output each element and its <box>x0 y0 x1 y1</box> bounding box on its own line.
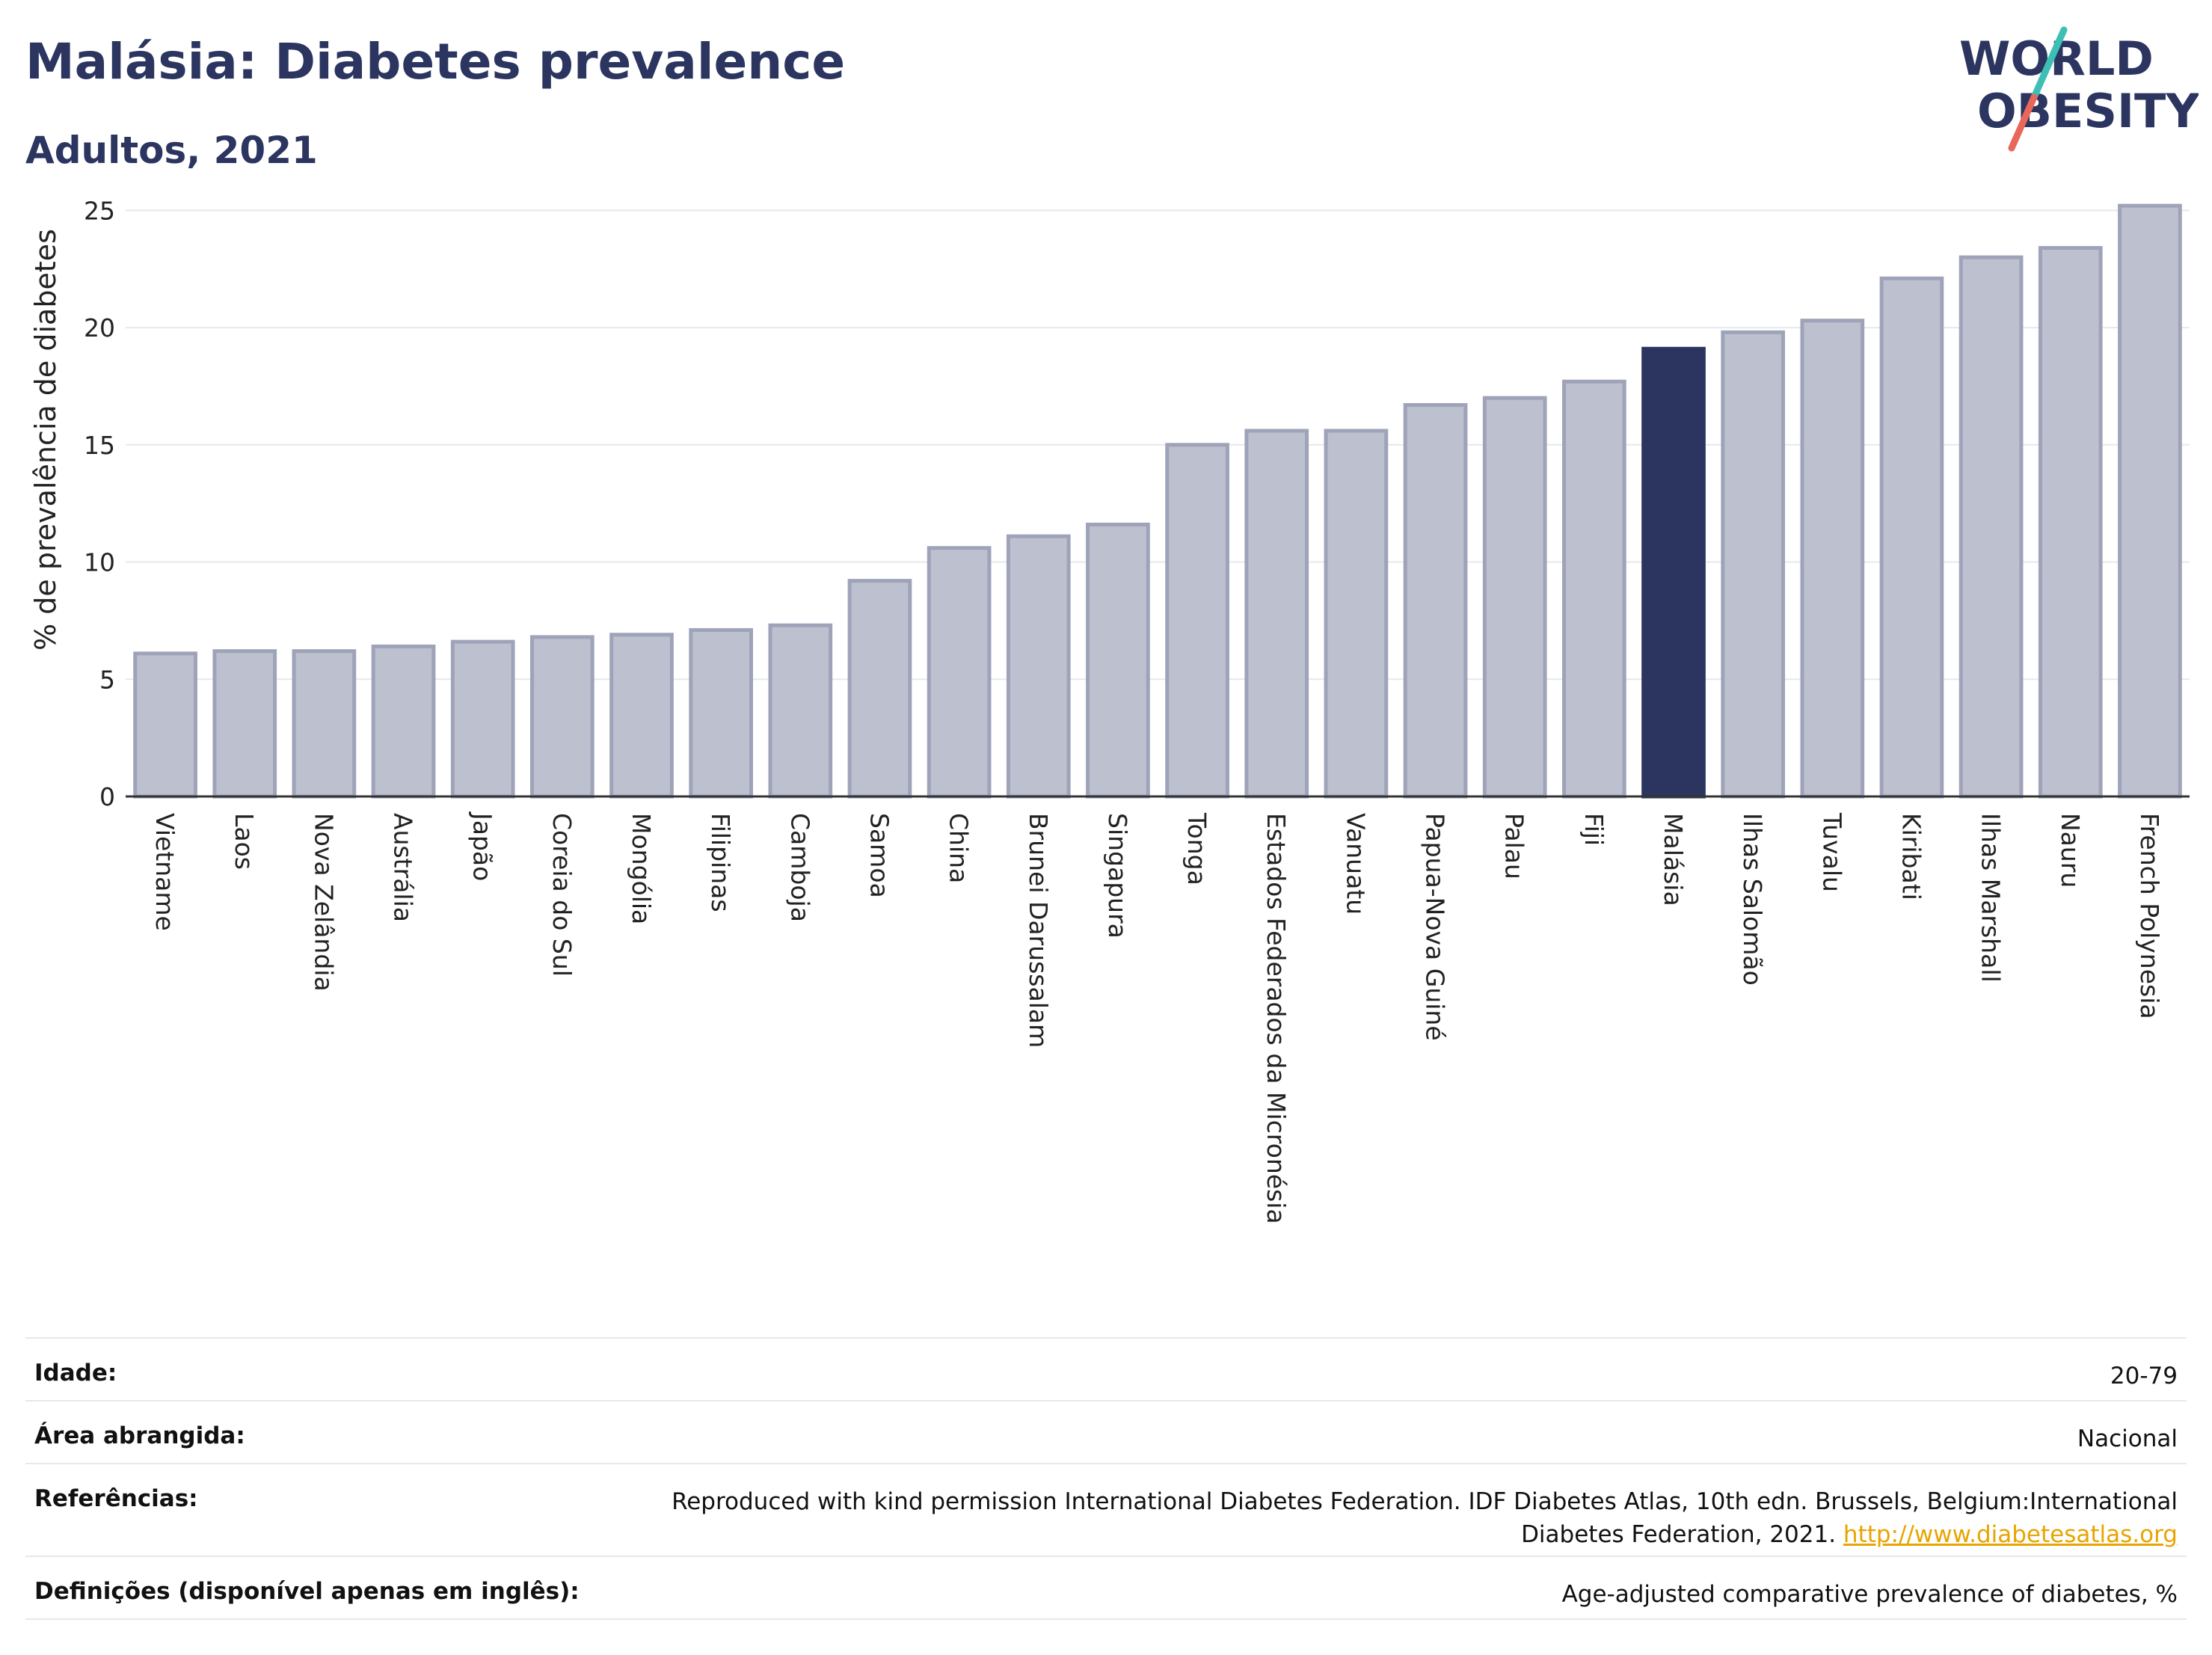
bar-vanuatu <box>1324 429 1389 799</box>
y-tick-label: 5 <box>99 665 115 694</box>
x-tick-label: Kiribati <box>1896 813 1926 900</box>
metadata-value-text: Nacional <box>2077 1425 2178 1452</box>
bar-brunei-darussalam <box>1006 534 1071 799</box>
bar-china <box>927 546 992 799</box>
bar-ilhas-salom-o <box>1721 330 1785 799</box>
metadata-bottom-border <box>25 1618 2187 1620</box>
chart-subtitle: Adultos, 2021 <box>25 129 318 172</box>
x-tick-label: French Polynesia <box>2135 813 2164 1019</box>
metadata-row: Referências: Reproduced with kind permiss… <box>25 1463 2187 1556</box>
metadata-key: Definições (disponível apenas em inglês)… <box>34 1578 580 1605</box>
bar-vietname <box>133 651 197 799</box>
bar-nauru <box>2038 246 2103 799</box>
bar-samoa <box>847 579 912 799</box>
metadata-value-text: 20-79 <box>2110 1363 2178 1390</box>
bar-filipinas <box>689 627 753 799</box>
y-tick-label: 25 <box>84 196 115 225</box>
x-tick-label: Singapura <box>1103 813 1132 939</box>
x-tick-label: Filipinas <box>706 813 735 912</box>
bar-fiji <box>1562 379 1626 799</box>
bar-mal-sia <box>1641 346 1706 799</box>
bar-camboja <box>768 623 833 799</box>
world-obesity-logo: WORLD OBESITY <box>1959 26 2199 152</box>
y-axis-label: % de prevalência de diabetes <box>29 229 62 651</box>
metadata-value: Reproduced with kind permission Internat… <box>645 1485 2178 1551</box>
metadata-table: Idade: 20-79 Área abrangida: Nacional Referê… <box>25 1337 2187 1620</box>
chart-title: Malásia: Diabetes prevalence <box>25 33 846 90</box>
bar-singapura <box>1086 522 1150 799</box>
y-axis-ticks: 0 5 10 15 20 25 <box>84 196 115 811</box>
bar-palau <box>1482 396 1547 799</box>
bar-jap-o <box>450 639 515 799</box>
x-tick-label: Ilhas Salomão <box>1738 813 1767 986</box>
x-axis-labels: Vietname Laos Nova Zelândia Austrália Japão C… <box>150 811 2164 1224</box>
bar-austr-lia <box>371 644 436 799</box>
x-tick-label: Nauru <box>2056 813 2085 888</box>
x-tick-label: Vietname <box>150 813 179 931</box>
y-tick-label: 15 <box>84 431 115 460</box>
bar-tuvalu <box>1800 319 1865 799</box>
x-tick-label: Malásia <box>1659 813 1688 906</box>
logo-accent-red <box>2008 93 2038 152</box>
bars <box>133 203 2182 799</box>
x-tick-label: Austrália <box>389 813 418 922</box>
bar-nova-zel-ndia <box>292 649 357 799</box>
metadata-key: Área abrangida: <box>34 1422 245 1449</box>
x-tick-label: Nova Zelândia <box>309 813 338 992</box>
metadata-row: Definições (disponível apenas em inglês)… <box>25 1556 2187 1618</box>
bar-kiribati <box>1879 276 1944 799</box>
bar-estados-federados-da-micron-sia <box>1244 429 1309 799</box>
metadata-row: Área abrangida: Nacional <box>25 1400 2187 1463</box>
metadata-value-text: Age-adjusted comparative prevalence of d… <box>1561 1581 2178 1608</box>
bar-laos <box>212 649 277 799</box>
x-tick-label: Vanuatu <box>1341 813 1370 915</box>
bar-french-polynesia <box>2118 203 2182 799</box>
metadata-key: Idade: <box>34 1360 117 1387</box>
x-tick-label: Mongólia <box>627 813 656 924</box>
bar-tonga <box>1165 443 1229 799</box>
x-tick-label: Laos <box>230 813 259 870</box>
x-tick-label: Tonga <box>1182 812 1211 885</box>
x-tick-label: China <box>944 813 974 883</box>
bar-ilhas-marshall <box>1958 255 2024 799</box>
reference-link[interactable]: http://www.diabetesatlas.org <box>1843 1521 2178 1548</box>
y-tick-label: 0 <box>99 782 115 811</box>
x-tick-label: Samoa <box>864 813 894 898</box>
metadata-value: Age-adjusted comparative prevalence of d… <box>1562 1578 2178 1611</box>
x-tick-label: Palau <box>1500 813 1529 879</box>
metadata-row: Idade: 20-79 <box>25 1337 2187 1400</box>
metadata-value: 20-79 <box>2110 1360 2178 1393</box>
y-tick-label: 10 <box>84 548 115 577</box>
x-tick-label: Japão <box>468 811 497 881</box>
metadata-value-text: Reproduced with kind permission Internat… <box>672 1488 2178 1548</box>
x-tick-label: Brunei Darussalam <box>1024 813 1053 1048</box>
bar-coreia-do-sul <box>530 635 595 799</box>
x-tick-label: Tuvalu <box>1817 812 1846 892</box>
x-tick-label: Camboja <box>785 813 814 922</box>
logo-line2: OBESITY <box>1977 84 2199 138</box>
logo-accent-teal <box>2030 26 2068 101</box>
x-tick-label: Papua-Nova Guiné <box>1421 813 1450 1041</box>
metadata-key: Referências: <box>34 1485 198 1512</box>
x-tick-label: Fiji <box>1579 813 1609 846</box>
bar-mong-lia <box>609 633 674 799</box>
bar-papua-nova-guin- <box>1403 403 1468 799</box>
x-tick-label: Estados Federados da Micronésia <box>1262 813 1291 1224</box>
metadata-value: Nacional <box>2077 1422 2178 1455</box>
x-tick-label: Coreia do Sul <box>547 813 577 977</box>
y-tick-label: 20 <box>84 313 115 343</box>
x-tick-label: Ilhas Marshall <box>1976 813 2006 983</box>
